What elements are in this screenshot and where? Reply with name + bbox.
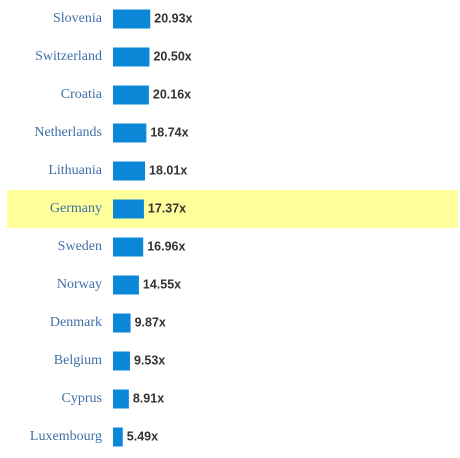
category-label: Cyprus: [62, 391, 102, 406]
category-label: Luxembourg: [30, 429, 102, 444]
value-label: 18.74x: [150, 125, 188, 139]
value-label: 5.49x: [127, 429, 158, 443]
value-label: 16.96x: [147, 239, 185, 253]
value-label: 17.37x: [148, 201, 186, 215]
bar: [113, 47, 150, 67]
bar: [113, 237, 144, 257]
category-label: Croatia: [61, 87, 103, 102]
category-label: Norway: [57, 277, 102, 292]
value-label: 18.01x: [149, 163, 187, 177]
bar: [113, 199, 144, 219]
value-label: 20.50x: [153, 49, 191, 63]
value-label: 9.53x: [134, 353, 165, 367]
value-label: 20.93x: [154, 11, 192, 25]
bar: [113, 427, 123, 447]
category-label: Belgium: [54, 353, 102, 368]
category-label: Switzerland: [35, 49, 102, 64]
bar: [113, 123, 147, 143]
value-label: 14.55x: [143, 277, 181, 291]
bar: [113, 9, 151, 29]
value-label: 8.91x: [133, 391, 164, 405]
bar: [113, 351, 130, 371]
category-label: Slovenia: [53, 11, 103, 26]
category-label: Denmark: [50, 315, 102, 330]
bar: [113, 275, 139, 295]
value-label: 20.16x: [153, 87, 191, 101]
bar: [113, 161, 146, 181]
category-label: Lithuania: [48, 163, 102, 178]
bar: [113, 85, 149, 105]
bar: [113, 389, 129, 409]
bar: [113, 313, 131, 333]
highlight-band: [7, 190, 458, 228]
category-label: Sweden: [58, 239, 102, 254]
value-label: 9.87x: [135, 315, 166, 329]
category-label: Netherlands: [34, 125, 102, 140]
category-label: Germany: [50, 201, 102, 216]
